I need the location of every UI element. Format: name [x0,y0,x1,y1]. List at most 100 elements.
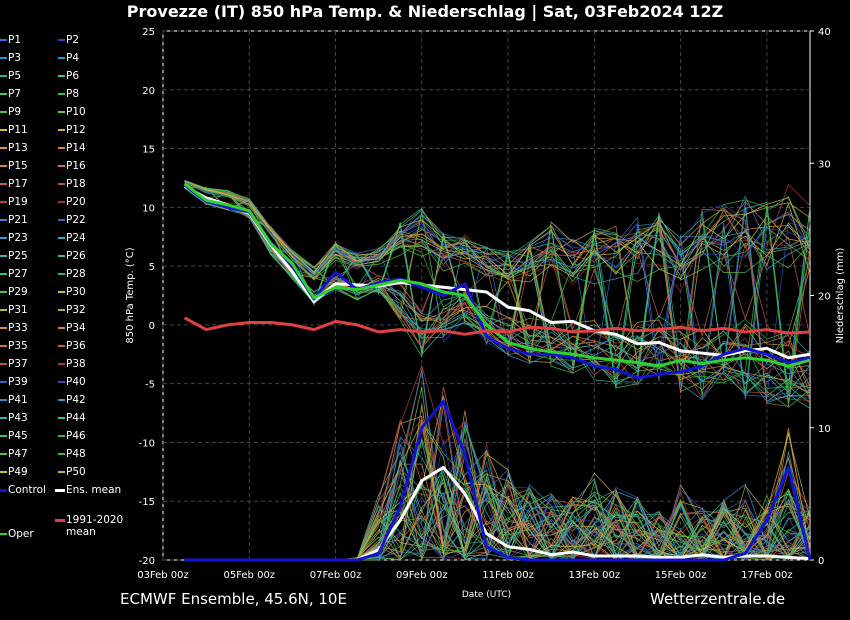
legend-label: P49 [8,466,28,478]
member-temp-line [184,182,811,283]
y-tick-label: -20 [139,556,155,567]
y2-tick-label: 40 [818,27,831,38]
legend-label: P40 [66,376,86,388]
x-tick-label: 09Feb 00z [396,570,448,581]
legend-label: P22 [66,214,86,226]
y-tick-label: 0 [149,321,155,332]
y-tick-label: 15 [142,145,155,156]
legend-label: P30 [66,286,86,298]
legend-swatch [58,39,65,41]
legend-item: P26 [58,250,86,262]
legend-swatch [58,381,65,383]
legend-label: P45 [8,430,28,442]
legend-swatch [0,399,7,401]
legend-swatch [58,327,65,329]
legend-label: P19 [8,196,28,208]
legend-label: Control [8,484,46,496]
legend-label: P32 [66,304,86,316]
legend-label: P3 [8,52,22,64]
legend-swatch [0,381,7,383]
legend-swatch [0,129,7,131]
legend-label: P6 [66,70,80,82]
legend-label: P44 [66,412,86,424]
y2-tick-label: 0 [818,556,824,567]
y-tick-label: 10 [142,203,155,214]
chart-title: Provezze (IT) 850 hPa Temp. & Niederschl… [126,2,724,21]
legend-swatch [0,93,7,95]
legend-swatch [0,237,7,239]
legend-swatch [0,345,7,347]
legend-swatch [0,219,7,221]
legend-label: P28 [66,268,86,280]
legend-item: P24 [58,232,86,244]
legend-item: P23 [0,232,28,244]
legend-item: P9 [0,106,21,118]
legend-swatch [58,165,65,167]
member-temp-line [184,185,811,396]
legend-item: P41 [0,394,28,406]
legend-item: P37 [0,358,28,370]
legend-swatch [58,399,65,401]
member-precip-line [184,404,811,561]
member-temp-line [184,185,811,357]
legend-item: P31 [0,304,28,316]
series-line [183,184,811,360]
legend-swatch [55,489,65,492]
legend-swatch [58,309,65,311]
legend-item: P35 [0,340,28,352]
legend-swatch [0,291,7,293]
legend-swatch [0,489,7,492]
legend-label: P25 [8,250,28,262]
legend-swatch [0,309,7,311]
legend-item: P7 [0,88,21,100]
legend-item: P25 [0,250,28,262]
x-tick-label: 11Feb 00z [482,570,534,581]
legend-swatch [58,237,65,239]
member-temp-line [184,181,811,278]
legend-label: P12 [66,124,86,136]
legend-label: P13 [8,142,28,154]
legend-swatch [58,201,65,203]
legend-label: P21 [8,214,28,226]
y-axis-label: 850 hPa Temp. (°C) [125,247,136,343]
legend-item: P16 [58,160,86,172]
legend-label: P10 [66,106,86,118]
legend-label: P41 [8,394,28,406]
legend-item: P6 [58,70,80,82]
legend-item: P40 [58,376,86,388]
y-tick-label: -5 [145,380,155,391]
member-temp-line [184,180,811,281]
legend-label: P5 [8,70,22,82]
legend-label: P47 [8,448,28,460]
legend-label: P48 [66,448,86,460]
legend-label: P43 [8,412,28,424]
legend-item: P47 [0,448,28,460]
series-line [183,316,811,336]
legend-label: P46 [66,430,86,442]
legend-label: P27 [8,268,28,280]
x-tick-label: 15Feb 00z [655,570,707,581]
legend-swatch [58,147,65,149]
y-tick-label: 20 [142,86,155,97]
legend-swatch [58,75,65,77]
legend-label: P8 [66,88,80,100]
legend-item: P15 [0,160,28,172]
legend-item: P8 [58,88,80,100]
legend-swatch [58,291,65,293]
y2-tick-label: 10 [818,424,831,435]
legend-swatch [0,183,7,185]
legend-item: P11 [0,124,28,136]
y-tick-label: -15 [139,497,155,508]
legend-item: P21 [0,214,28,226]
legend-item: P2 [58,34,79,46]
member-temp-line [184,179,811,397]
legend-swatch [0,147,7,149]
legend-item: P20 [58,196,86,208]
legend-swatch [58,273,65,275]
y2-tick-label: 20 [818,292,831,303]
legend-item: P17 [0,178,28,190]
legend-item: P39 [0,376,28,388]
legend-label: P35 [8,340,28,352]
legend-swatch [0,363,7,365]
legend-swatch [58,111,65,113]
